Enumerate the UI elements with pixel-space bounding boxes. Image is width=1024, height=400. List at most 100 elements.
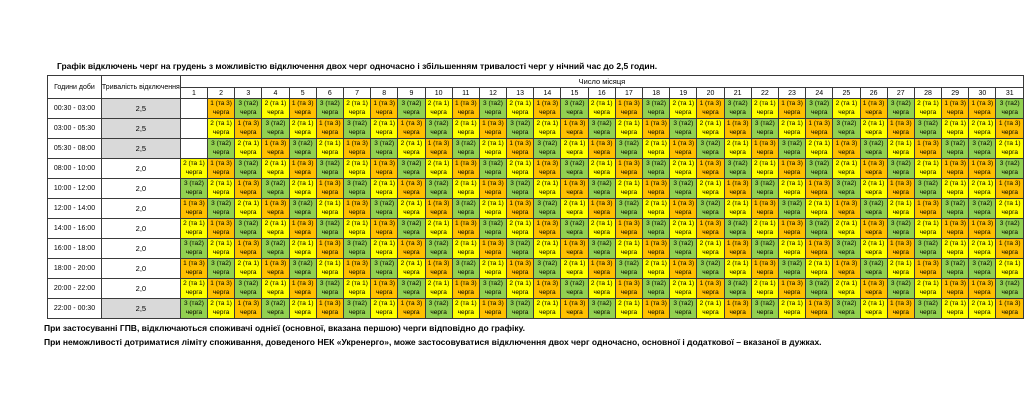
queue-cell: 3 (та2) черга	[723, 278, 752, 299]
footnote-line-1: При застосуванні ГПВ, відключаються спож…	[44, 323, 525, 333]
queue-cell: 1 (та 3) черга	[941, 218, 970, 239]
queue-cell: 1 (та 3) черга	[587, 258, 616, 279]
queue-cell: 2 (та 1) черга	[261, 98, 290, 119]
queue-cell: 1 (та 3) черга	[859, 98, 888, 119]
queue-cell: 3 (та2) черга	[370, 198, 399, 219]
queue-cell: 3 (та2) черга	[424, 238, 453, 259]
queue-cell: 1 (та 3) черга	[533, 158, 562, 179]
queue-cell: 2 (та 1) черга	[968, 298, 997, 319]
queue-cell: 2 (та 1) черга	[805, 198, 834, 219]
queue-cell: 1 (та 3) черга	[995, 298, 1024, 319]
queue-cell: 3 (та2) черга	[723, 98, 752, 119]
day-number-header: 7	[342, 87, 372, 99]
day-number-header: 24	[805, 87, 834, 99]
queue-cell: 1 (та 3) черга	[342, 138, 372, 159]
queue-cell: 3 (та2) черга	[342, 178, 372, 199]
queue-cell: 1 (та 3) черга	[560, 238, 589, 259]
queue-cell: 1 (та 3) черга	[560, 118, 589, 139]
queue-cell: 2 (та 1) черга	[560, 258, 589, 279]
day-number-header: 30	[968, 87, 997, 99]
duration-cell: 2,0	[100, 158, 181, 179]
day-number-header: 22	[750, 87, 779, 99]
queue-cell: 3 (та2) черга	[533, 258, 562, 279]
queue-cell: 1 (та 3) черга	[315, 238, 344, 259]
queue-cell: 2 (та 1) черга	[587, 218, 616, 239]
queue-cell: 1 (та 3) черга	[777, 158, 807, 179]
queue-cell: 1 (та 3) черга	[397, 238, 426, 259]
queue-cell: 2 (та 1) черга	[859, 178, 888, 199]
queue-cell: 2 (та 1) черга	[968, 118, 997, 139]
queue-cell: 1 (та 3) черга	[451, 98, 480, 119]
queue-cell: 1 (та 3) черга	[805, 178, 834, 199]
queue-cell: 3 (та2) черга	[288, 138, 317, 159]
queue-cell: 3 (та2) черга	[886, 218, 915, 239]
queue-cell: 2 (та 1) черга	[696, 118, 725, 139]
schedule-row: 22:00 - 00:30 2,5 3 (та2) черга 2 (та 1) черг…	[47, 298, 1024, 319]
empty-cell	[179, 118, 209, 139]
queue-cell: 2 (та 1) черга	[533, 118, 562, 139]
queue-cell: 2 (та 1) черга	[424, 218, 453, 239]
queue-cell: 1 (та 3) черга	[179, 258, 209, 279]
queue-cell: 2 (та 1) черга	[859, 118, 888, 139]
queue-cell: 1 (та 3) черга	[941, 98, 970, 119]
queue-cell: 3 (та2) черга	[315, 218, 344, 239]
queue-cell: 2 (та 1) черга	[451, 118, 480, 139]
queue-cell: 3 (та2) черга	[234, 98, 263, 119]
queue-cell: 1 (та 3) черга	[451, 158, 480, 179]
time-range-cell: 05:30 - 08:00	[47, 138, 102, 159]
queue-cell: 3 (та2) черга	[750, 118, 779, 139]
queue-cell: 1 (та 3) черга	[777, 98, 807, 119]
queue-cell: 3 (та2) черга	[451, 258, 480, 279]
time-range-cell: 18:00 - 20:00	[47, 258, 102, 279]
queue-cell: 3 (та2) черга	[968, 138, 997, 159]
queue-cell: 2 (та 1) черга	[669, 278, 698, 299]
queue-cell: 2 (та 1) черга	[642, 138, 671, 159]
queue-cell: 3 (та2) черга	[669, 238, 698, 259]
queue-cell: 2 (та 1) черга	[179, 278, 209, 299]
queue-cell: 2 (та 1) черга	[315, 258, 344, 279]
queue-cell: 2 (та 1) черга	[723, 138, 752, 159]
queue-cell: 1 (та 3) черга	[315, 178, 344, 199]
queue-cell: 1 (та 3) черга	[614, 98, 644, 119]
queue-cell: 2 (та 1) черга	[696, 238, 725, 259]
queue-cell: 2 (та 1) черга	[859, 238, 888, 259]
schedule-row: 12:00 - 14:00 2,0 1 (та 3) черга 3 (та2) черг…	[47, 198, 1024, 219]
queue-cell: 2 (та 1) черга	[179, 218, 209, 239]
queue-cell: 2 (та 1) черга	[533, 238, 562, 259]
queue-cell: 3 (та2) черга	[397, 218, 426, 239]
queue-cell: 3 (та2) черга	[288, 258, 317, 279]
queue-cell: 1 (та 3) черга	[696, 98, 725, 119]
queue-cell: 1 (та 3) черга	[288, 218, 317, 239]
time-range-cell: 08:00 - 10:00	[47, 158, 102, 179]
queue-cell: 2 (та 1) черга	[968, 238, 997, 259]
queue-cell: 3 (та2) черга	[424, 118, 453, 139]
queue-cell: 2 (та 1) черга	[941, 118, 970, 139]
queue-cell: 2 (та 1) черга	[832, 218, 861, 239]
queue-cell: 1 (та 3) черга	[342, 198, 372, 219]
queue-cell: 3 (та2) черга	[207, 138, 236, 159]
queue-cell: 3 (та2) черга	[614, 138, 644, 159]
queue-cell: 3 (та2) черга	[805, 218, 834, 239]
queue-cell: 2 (та 1) черга	[913, 218, 943, 239]
queue-cell: 3 (та2) черга	[777, 258, 807, 279]
queue-cell: 2 (та 1) черга	[342, 278, 372, 299]
queue-cell: 1 (та 3) черга	[886, 298, 915, 319]
queue-cell: 3 (та2) черга	[397, 278, 426, 299]
queue-cell: 1 (та 3) черга	[750, 198, 779, 219]
queue-cell: 3 (та2) черга	[750, 298, 779, 319]
empty-cell	[179, 138, 209, 159]
queue-cell: 1 (та 3) черга	[397, 118, 426, 139]
queue-cell: 2 (та 1) черга	[669, 218, 698, 239]
queue-cell: 1 (та 3) черга	[723, 298, 752, 319]
queue-cell: 3 (та2) черга	[642, 98, 671, 119]
queue-cell: 3 (та2) черга	[669, 178, 698, 199]
queue-cell: 1 (та 3) черга	[342, 258, 372, 279]
queue-cell: 1 (та 3) черга	[533, 98, 562, 119]
queue-cell: 1 (та 3) черга	[234, 298, 263, 319]
queue-cell: 3 (та2) черга	[234, 278, 263, 299]
queue-cell: 2 (та 1) черга	[832, 98, 861, 119]
queue-cell: 1 (та 3) черга	[696, 278, 725, 299]
queue-cell: 2 (та 1) черга	[614, 238, 644, 259]
queue-cell: 3 (та2) черга	[642, 278, 671, 299]
